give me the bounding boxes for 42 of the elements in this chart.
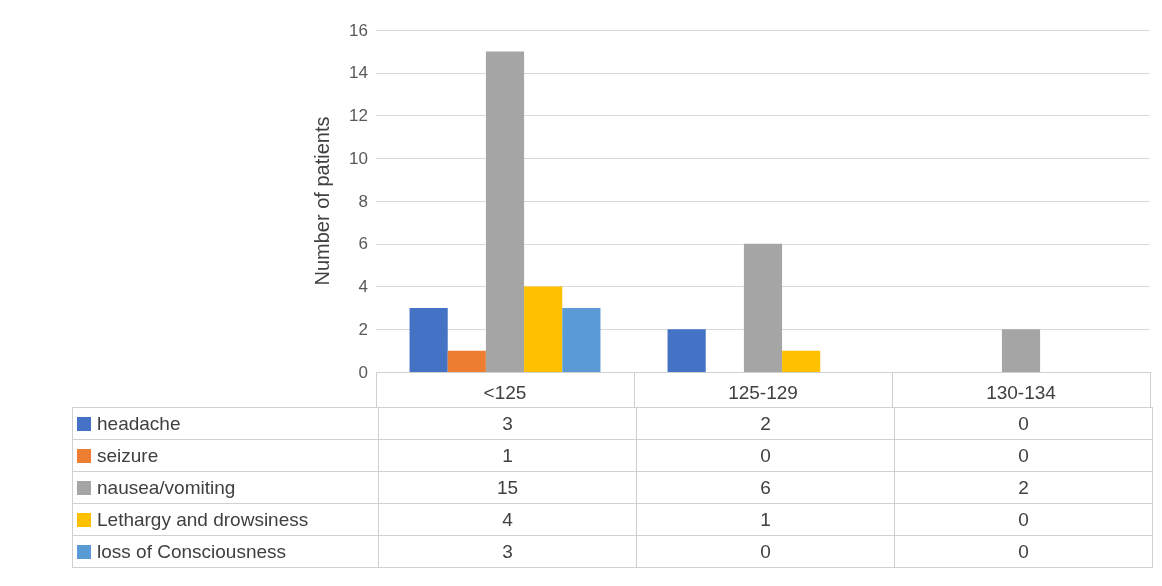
bar xyxy=(524,286,563,372)
data-label: 0 xyxy=(894,503,1153,536)
bar xyxy=(743,243,783,372)
y-tick-label: 16 xyxy=(349,20,368,40)
data-label: 0 xyxy=(636,439,895,472)
data-label: 0 xyxy=(894,439,1153,472)
data-label: 0 xyxy=(636,535,895,568)
legend-label: seizure xyxy=(72,439,379,472)
y-tick-label: 6 xyxy=(358,234,368,254)
data-label: 3 xyxy=(378,535,637,568)
data-label: 6 xyxy=(636,471,895,504)
data-label: 2 xyxy=(636,407,895,440)
y-axis-title: Number of patients xyxy=(311,116,333,286)
data-label: 1 xyxy=(378,439,637,472)
data-label: 0 xyxy=(894,535,1153,568)
bar xyxy=(667,329,706,372)
bar xyxy=(409,307,448,372)
legend-label: nausea/vomiting xyxy=(72,471,379,504)
y-tick-label: 14 xyxy=(349,63,368,83)
data-label: 0 xyxy=(894,407,1153,440)
y-tick-label: 4 xyxy=(358,277,368,296)
x-tick-label: <125 xyxy=(483,382,527,403)
y-tick-label: 2 xyxy=(358,319,368,339)
bar xyxy=(447,350,486,372)
y-tick-label: 12 xyxy=(349,106,368,125)
legend-label: Lethargy and drowsiness xyxy=(72,503,379,536)
data-label: 2 xyxy=(894,471,1153,504)
bar xyxy=(485,51,525,372)
x-tick-label: 125-129 xyxy=(728,382,798,403)
legend-label: headache xyxy=(72,407,379,440)
data-label: 3 xyxy=(378,407,637,440)
y-tick-label: 0 xyxy=(358,362,368,382)
y-tick-label: 8 xyxy=(358,191,368,211)
bar xyxy=(562,307,601,372)
y-tick-label: 10 xyxy=(349,148,368,168)
legend-label: loss of Consciousness xyxy=(72,535,379,568)
bar xyxy=(1001,329,1041,372)
data-label: 4 xyxy=(378,503,637,536)
bar xyxy=(782,350,821,372)
data-label: 15 xyxy=(378,471,637,504)
x-tick-label: 130-134 xyxy=(986,382,1057,403)
data-label: 1 xyxy=(636,503,895,536)
